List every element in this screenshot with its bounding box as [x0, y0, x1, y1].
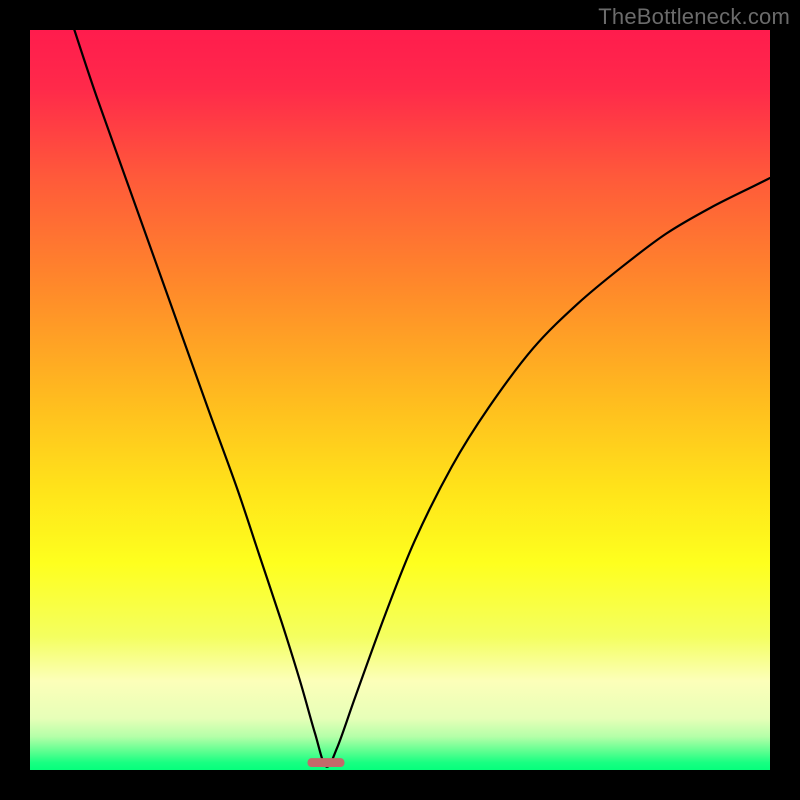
watermark-text: TheBottleneck.com	[598, 4, 790, 30]
bottleneck-curve-chart	[0, 0, 800, 800]
chart-plot-background	[30, 30, 770, 770]
chart-canvas: TheBottleneck.com	[0, 0, 800, 800]
optimal-marker	[308, 758, 345, 767]
